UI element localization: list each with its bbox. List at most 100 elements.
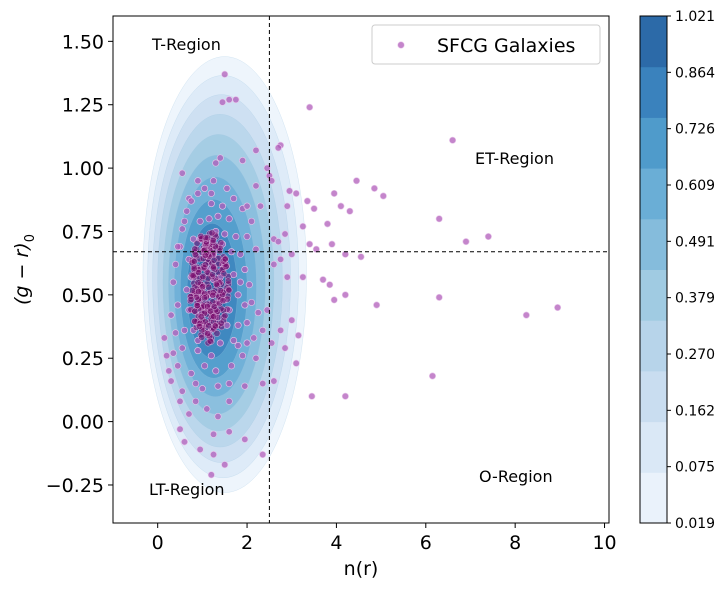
- data-point: [288, 250, 296, 258]
- data-point: [252, 245, 260, 253]
- data-point: [212, 159, 220, 167]
- colorbar-tick-label: 1.021: [675, 9, 715, 25]
- data-point: [194, 177, 202, 185]
- data-point: [201, 184, 209, 192]
- colorbar-band: [640, 269, 667, 321]
- data-point: [330, 189, 338, 197]
- data-point: [213, 280, 220, 288]
- data-point: [239, 156, 247, 164]
- data-point: [194, 189, 202, 197]
- data-point: [176, 397, 184, 405]
- data-point: [221, 230, 229, 238]
- data-point: [270, 377, 278, 385]
- data-point: [210, 264, 217, 272]
- data-point: [221, 312, 229, 320]
- data-point: [263, 164, 271, 172]
- data-point: [234, 342, 242, 350]
- data-point: [176, 425, 184, 433]
- data-point: [243, 339, 251, 347]
- data-point: [225, 96, 233, 104]
- data-point: [234, 291, 242, 299]
- data-point: [292, 359, 300, 367]
- data-point: [248, 217, 256, 225]
- data-point: [462, 238, 470, 246]
- data-point: [370, 184, 378, 192]
- data-point: [216, 154, 224, 162]
- data-point: [268, 177, 276, 185]
- data-point: [554, 304, 562, 312]
- y-tick-label: 0.75: [62, 221, 104, 243]
- data-point: [180, 217, 188, 225]
- colorbar: [640, 16, 667, 524]
- data-point: [207, 200, 215, 208]
- colorbar-tick-label: 0.162: [675, 403, 715, 419]
- data-point: [236, 250, 244, 258]
- data-point: [256, 202, 264, 210]
- data-point: [484, 233, 492, 241]
- data-point: [252, 354, 260, 362]
- data-point: [227, 362, 235, 370]
- data-point: [236, 278, 244, 286]
- data-point: [178, 344, 186, 352]
- data-point: [174, 243, 182, 251]
- data-point: [259, 326, 267, 334]
- colorbar-tick-label: 0.379: [675, 291, 715, 307]
- x-tick-label: 8: [509, 532, 521, 554]
- data-point: [225, 380, 233, 388]
- data-point: [230, 336, 238, 344]
- data-point: [193, 302, 201, 310]
- data-point: [337, 202, 345, 210]
- data-point: [178, 169, 186, 177]
- scatter-points: [160, 70, 562, 479]
- data-point: [169, 349, 177, 357]
- data-point: [299, 222, 307, 230]
- data-point: [288, 316, 296, 324]
- data-point: [178, 387, 186, 395]
- colorbar-band: [640, 218, 667, 270]
- data-point: [174, 362, 182, 370]
- data-point: [165, 367, 173, 375]
- legend: SFCG Galaxies: [371, 24, 601, 65]
- data-point: [172, 260, 180, 268]
- data-point: [239, 352, 247, 360]
- y-axis-label-subscript: 0: [23, 234, 38, 242]
- data-point: [160, 334, 168, 342]
- colorbar-frame: [639, 15, 668, 524]
- data-point: [199, 273, 207, 281]
- data-point: [241, 435, 249, 443]
- data-point: [252, 146, 260, 154]
- data-point: [243, 202, 251, 210]
- data-point: [241, 382, 249, 390]
- data-point: [270, 260, 278, 268]
- x-axis-label: n(r): [344, 558, 379, 580]
- data-point: [196, 322, 203, 330]
- data-point: [234, 321, 242, 329]
- data-point: [341, 392, 349, 400]
- data-point: [435, 293, 443, 301]
- data-point: [243, 319, 251, 327]
- data-point: [522, 311, 530, 319]
- data-point: [286, 187, 294, 195]
- data-point: [310, 205, 318, 213]
- data-point: [241, 301, 249, 309]
- data-point: [163, 352, 171, 360]
- data-point: [306, 103, 314, 111]
- data-point: [178, 225, 186, 233]
- region-label-t: T-Region: [151, 35, 221, 54]
- y-axis-ticks: −0.25 0.00 0.25 0.50 0.75 1.00 1.25 1.50: [46, 31, 113, 497]
- data-point: [206, 337, 214, 345]
- data-point: [346, 207, 354, 215]
- data-point: [319, 276, 327, 284]
- data-point: [294, 331, 302, 339]
- y-tick-label: 0.25: [62, 348, 104, 370]
- data-point: [230, 195, 238, 203]
- region-label-lt: LT-Region: [149, 480, 225, 499]
- data-point: [207, 471, 215, 479]
- data-point: [250, 334, 258, 342]
- x-tick-label: 4: [330, 532, 342, 554]
- data-point: [214, 413, 222, 421]
- colorbar-band: [640, 16, 667, 68]
- data-point: [206, 307, 214, 315]
- data-point: [328, 240, 336, 248]
- data-point: [190, 264, 198, 272]
